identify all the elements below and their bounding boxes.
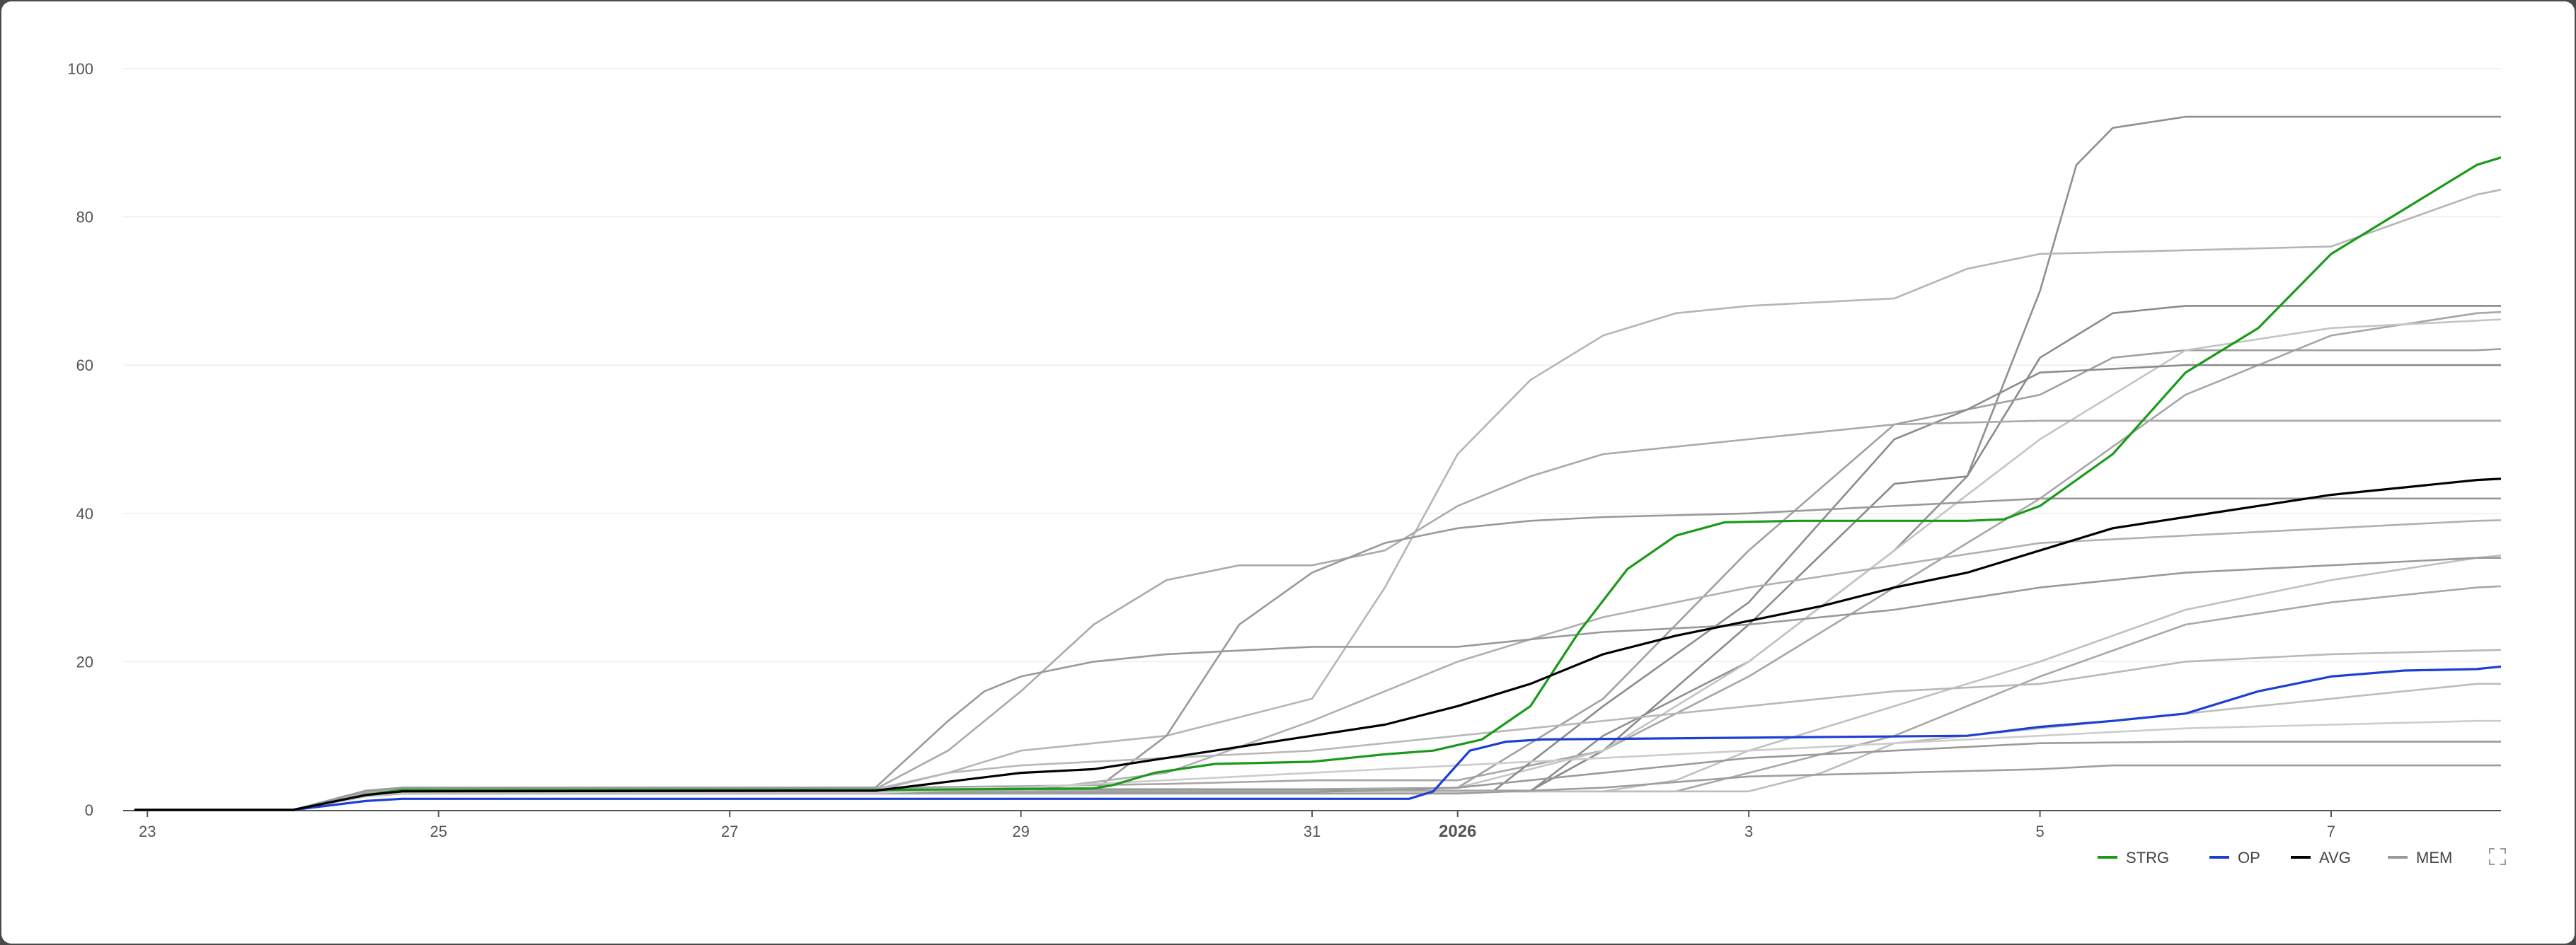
y-axis: 0 20 40 60 80 100 <box>67 60 93 819</box>
fullscreen-corner <box>2500 859 2506 865</box>
series-line <box>134 419 2501 811</box>
legend-item-op[interactable]: OP <box>2209 849 2260 866</box>
y-tick-label: 80 <box>76 209 93 226</box>
grid-lines <box>123 68 2501 663</box>
series-lines <box>134 115 2501 811</box>
fullscreen-corner <box>2489 859 2495 865</box>
legend-item-strg[interactable]: STRG <box>2098 849 2169 866</box>
x-tick-label: 27 <box>721 823 738 840</box>
x-tick-label: 3 <box>1744 823 1753 840</box>
series-line <box>134 348 2501 811</box>
series-line <box>134 305 2501 811</box>
series-line-op <box>134 665 2501 811</box>
fullscreen-corner <box>2500 848 2506 854</box>
x-axis: 23 25 27 29 31 2026 3 5 7 <box>123 810 2501 841</box>
x-tick-label: 2026 <box>1439 822 1476 841</box>
y-tick-label: 0 <box>85 801 93 819</box>
x-tick-label: 25 <box>430 823 447 840</box>
series-line-avg <box>134 477 2501 811</box>
series-line-strg <box>134 156 2501 811</box>
x-tick-label: 29 <box>1012 823 1029 840</box>
fullscreen-corner <box>2489 848 2495 854</box>
y-tick-label: 100 <box>67 60 93 78</box>
y-tick-label: 40 <box>76 505 93 523</box>
legend-item-avg[interactable]: AVG <box>2291 849 2351 866</box>
series-line <box>134 554 2501 811</box>
legend-label: STRG <box>2126 849 2169 866</box>
x-tick-label: 7 <box>2327 823 2335 840</box>
series-line <box>134 188 2501 811</box>
y-tick-label: 60 <box>76 356 93 374</box>
x-tick-label: 5 <box>2035 823 2044 840</box>
y-tick-label: 20 <box>76 653 93 671</box>
legend-label: AVG <box>2319 849 2351 866</box>
legend-label: OP <box>2238 849 2260 866</box>
legend-label: MEM <box>2416 849 2452 866</box>
x-tick-label: 31 <box>1304 823 1321 840</box>
legend-item-mem[interactable]: MEM <box>2388 849 2452 866</box>
legend[interactable]: STRG OP AVG MEM <box>2098 849 2452 866</box>
x-tick-label: 23 <box>139 823 156 840</box>
series-line <box>134 719 2501 811</box>
series-line <box>134 311 2501 811</box>
fullscreen-icon[interactable] <box>2489 848 2506 865</box>
series-line <box>134 497 2501 811</box>
series-line-mem <box>134 557 2501 811</box>
